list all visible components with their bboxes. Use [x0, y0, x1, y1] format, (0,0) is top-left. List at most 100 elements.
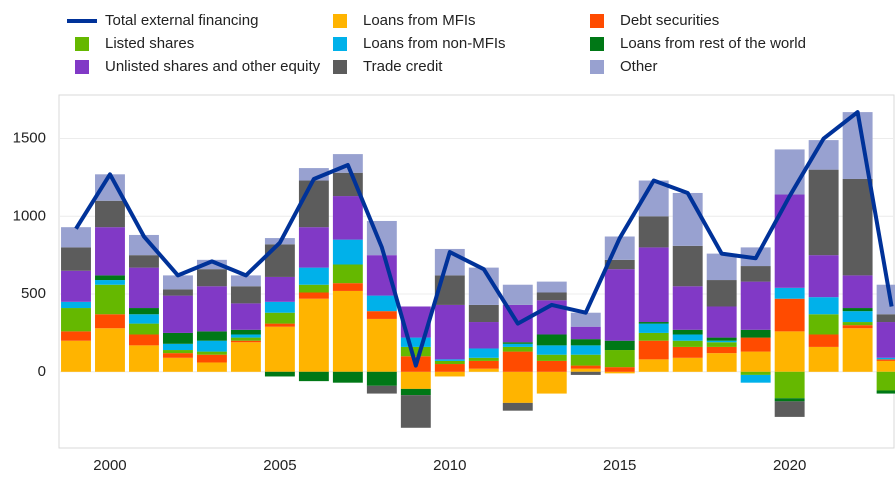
bar-segment [536, 334, 567, 346]
bar-segment [706, 306, 737, 338]
bar-segment [162, 289, 193, 296]
bar-segment [162, 295, 193, 333]
bar-segment [298, 371, 329, 382]
legend-swatch [333, 14, 347, 28]
bar-segment [61, 227, 91, 248]
bar-segment [264, 323, 295, 327]
bar-segment [129, 323, 159, 335]
bar-segment [468, 348, 499, 358]
bar-segment [298, 227, 329, 268]
bar-segment [706, 280, 737, 307]
bar-segment [672, 286, 703, 330]
bar-segment [876, 322, 895, 358]
bar-segment [129, 345, 159, 372]
bar-segment [230, 303, 261, 330]
bar-segment [842, 322, 873, 326]
bar-segment [808, 314, 839, 335]
bar-segment [638, 247, 669, 323]
bar-segment [604, 350, 635, 368]
legend-swatch [590, 14, 604, 28]
bar-segment [468, 368, 499, 372]
bar-segment [672, 340, 703, 347]
bar-segment [162, 353, 193, 358]
bar-segment [502, 346, 533, 352]
bar-segment [502, 351, 533, 372]
bar-segment [672, 192, 703, 246]
bar-segment [536, 281, 567, 293]
bar-segment [570, 371, 601, 375]
bar-segment [61, 308, 91, 332]
bar-segment [366, 318, 397, 372]
bar-segment [298, 267, 329, 285]
bar-segment [434, 359, 465, 361]
x-tick-label: 2020 [773, 457, 806, 474]
bar-segment [332, 283, 363, 291]
bar-segment [604, 340, 635, 351]
bar-segment [876, 314, 895, 323]
bar-segment [808, 346, 839, 372]
bar-segment [876, 357, 895, 360]
bar-segment [570, 368, 601, 372]
bar-segment [95, 227, 125, 276]
bar-segment [638, 340, 669, 360]
bar-segment [774, 331, 805, 372]
bar-segment [230, 334, 261, 338]
bar-segment [196, 269, 227, 287]
legend-label: Loans from rest of the world [620, 35, 806, 52]
bar-segment [332, 290, 363, 372]
bar-segment [95, 200, 125, 228]
legend-label: Debt securities [620, 12, 719, 29]
bar-segment [536, 371, 567, 394]
legend-label: Loans from MFIs [363, 12, 476, 29]
x-tick-label: 2000 [93, 457, 126, 474]
bar-segment [808, 169, 839, 256]
bar-segment [264, 301, 295, 313]
bar-segment [502, 342, 533, 344]
bar-segment [230, 342, 261, 372]
bar-segment [129, 234, 159, 256]
bar-segment [298, 292, 329, 299]
bar-segment [264, 276, 295, 302]
bar-segment [366, 295, 397, 312]
bar-segment [162, 357, 193, 372]
bar-segment [604, 269, 635, 341]
bar-segment [774, 194, 805, 288]
legend-label: Unlisted shares and other equity [105, 58, 321, 75]
bar-segment [774, 371, 805, 399]
bar-segment [468, 304, 499, 323]
bar-segment [95, 284, 125, 315]
bar-segment [230, 340, 261, 343]
bar-segment [842, 178, 873, 276]
legend-label: Trade credit [363, 58, 443, 75]
bar-segment [536, 292, 567, 301]
bar-segment [774, 398, 805, 402]
bar-segment [298, 298, 329, 372]
bar-segment [264, 244, 295, 277]
bar-segment [876, 371, 895, 391]
bar-segment [808, 255, 839, 298]
bar-segment [400, 388, 431, 396]
bar-segment [196, 340, 227, 352]
bar-segment [672, 334, 703, 341]
bar-segment [400, 346, 431, 357]
bar-segment [876, 360, 895, 372]
bar-segment [570, 354, 601, 366]
bar-segment [366, 385, 397, 394]
bar-segment [706, 346, 737, 354]
bar-segment [332, 264, 363, 284]
y-tick-label: 1000 [13, 207, 46, 224]
bar-segment [61, 270, 91, 302]
bar-segment [129, 334, 159, 346]
bar-segment [95, 280, 125, 285]
bar-segment [434, 371, 465, 377]
bar-segment [230, 286, 261, 304]
bar-segment [774, 287, 805, 299]
bar-segment [264, 371, 295, 377]
plot-frame [58, 94, 895, 449]
bar-segment [876, 390, 895, 394]
bar-segment [672, 329, 703, 335]
bar-segment [604, 367, 635, 372]
bar-segment [230, 275, 261, 287]
bar-segment [842, 275, 873, 309]
bar-segment [502, 371, 533, 403]
